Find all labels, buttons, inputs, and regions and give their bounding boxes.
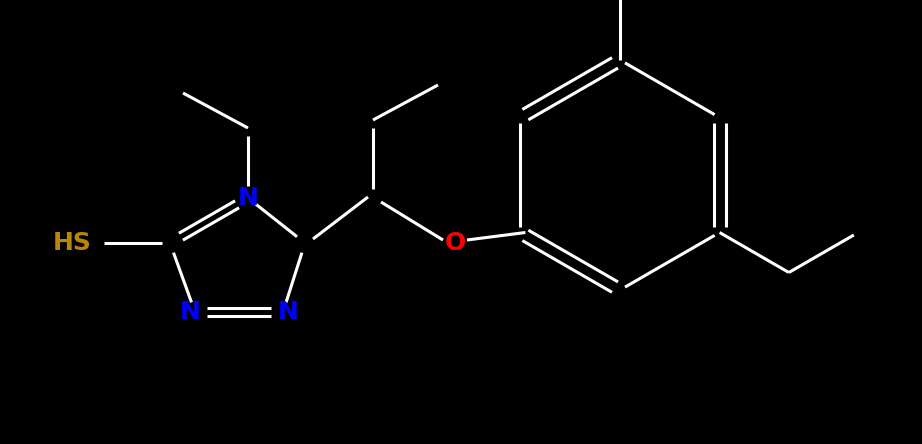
- Text: O: O: [444, 231, 466, 255]
- Text: N: N: [238, 186, 258, 210]
- Text: N: N: [180, 300, 200, 324]
- Text: N: N: [278, 300, 299, 324]
- Text: HS: HS: [53, 231, 91, 255]
